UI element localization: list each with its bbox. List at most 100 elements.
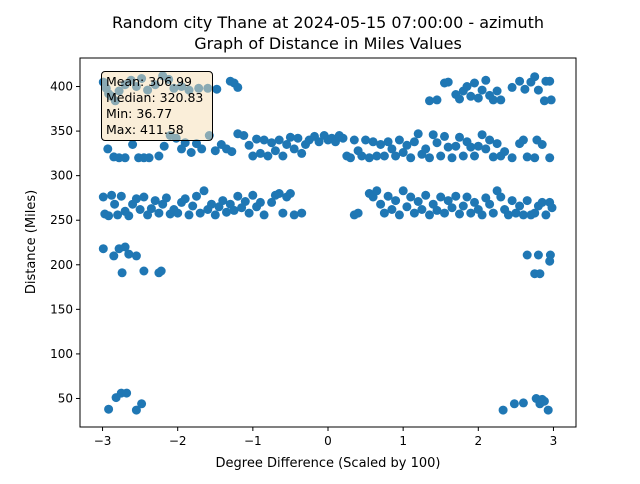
scatter-point: [470, 151, 479, 161]
scatter-point: [98, 192, 108, 202]
x-tick-label: −3: [94, 434, 112, 448]
scatter-point: [402, 202, 412, 212]
scatter-point: [207, 199, 216, 209]
scatter-point: [539, 396, 549, 406]
chart-subtitle: Graph of Distance in Miles Values: [194, 34, 462, 53]
scatter-point: [186, 148, 196, 157]
scatter-point: [546, 95, 556, 105]
scatter-point: [124, 211, 134, 221]
stats-max: Max: 411.58: [106, 122, 184, 137]
scatter-point: [443, 142, 453, 152]
scatter-point: [372, 186, 382, 196]
y-axis-ticks: 50 100 150 200 250 300 350 400: [50, 80, 80, 405]
scatter-point: [184, 210, 194, 220]
scatter-point: [259, 210, 269, 220]
y-tick-label: 150: [50, 302, 73, 316]
scatter-point: [541, 210, 551, 220]
scatter-point: [402, 140, 412, 150]
scatter-point: [120, 242, 130, 252]
scatter-point: [199, 186, 209, 196]
scatter-point: [314, 137, 324, 147]
scatter-point: [379, 151, 389, 161]
scatter-point: [421, 190, 431, 200]
scatter-point: [131, 405, 141, 415]
scatter-point: [144, 153, 154, 163]
scatter-point: [278, 151, 288, 161]
scatter-point: [357, 151, 367, 161]
scatter-point: [338, 133, 348, 143]
scatter-point: [492, 139, 502, 149]
scatter-point: [285, 189, 295, 198]
scatter-point: [481, 144, 491, 154]
scatter-point: [537, 140, 547, 149]
scatter-point: [349, 135, 359, 145]
scatter-point: [466, 91, 476, 101]
scatter-point: [458, 201, 468, 211]
scatter-point: [282, 140, 292, 149]
scatter-point: [376, 199, 386, 209]
scatter-point: [533, 250, 543, 260]
scatter-point: [113, 210, 123, 220]
scatter-point: [387, 205, 397, 214]
scatter-point: [539, 96, 549, 106]
scatter-point: [285, 132, 295, 142]
scatter-point: [451, 191, 461, 201]
x-tick-label: 3: [550, 434, 558, 448]
scatter-point: [470, 78, 479, 88]
scatter-point: [447, 203, 457, 213]
scatter-point: [488, 152, 498, 162]
scatter-point: [518, 210, 528, 220]
scatter-point: [278, 208, 288, 218]
y-axis-label: Distance (Miles): [24, 190, 39, 294]
scatter-point: [104, 211, 114, 221]
scatter-point: [387, 144, 397, 154]
scatter-point: [346, 153, 355, 163]
scatter-point: [244, 140, 254, 150]
stats-min: Min: 36.77: [106, 106, 173, 121]
scatter-point: [139, 192, 149, 202]
x-tick-label: 2: [474, 434, 482, 448]
scatter-point: [509, 399, 519, 409]
scatter-point: [267, 138, 277, 148]
scatter-point: [432, 205, 442, 215]
scatter-point: [161, 193, 171, 203]
scatter-point: [372, 151, 382, 161]
scatter-point: [104, 404, 114, 414]
scatter-point: [135, 205, 145, 214]
scatter-point: [240, 197, 250, 206]
scatter-point: [361, 135, 371, 145]
scatter-point: [455, 132, 464, 142]
scatter-point: [413, 129, 423, 139]
scatter-point: [533, 85, 543, 95]
scatter-point: [107, 190, 117, 200]
scatter-point: [103, 144, 113, 154]
scatter-point: [297, 148, 307, 158]
scatter-point: [432, 95, 442, 105]
y-tick-label: 400: [50, 80, 73, 94]
scatter-point: [255, 197, 265, 207]
scatter-point: [222, 207, 231, 217]
scatter-point: [455, 209, 464, 219]
scatter-point: [391, 196, 401, 206]
scatter-point: [488, 95, 498, 105]
scatter-point: [212, 84, 222, 94]
scatter-point: [398, 186, 408, 196]
scatter-point: [417, 205, 427, 214]
scatter-point: [128, 140, 138, 149]
scatter-point: [440, 131, 449, 141]
scatter-point: [146, 204, 156, 214]
scatter-point: [98, 244, 108, 254]
scatter-point: [270, 146, 280, 156]
scatter-point: [110, 199, 120, 209]
stats-legend-box: Mean: 306.99 Median: 320.83 Min: 36.77 M…: [101, 71, 213, 141]
y-tick-label: 350: [50, 124, 73, 138]
scatter-point: [368, 137, 378, 147]
scatter-point: [117, 268, 127, 278]
y-tick-label: 200: [50, 258, 73, 272]
scatter-point: [150, 196, 160, 206]
scatter-point: [259, 135, 269, 145]
scatter-point: [462, 192, 472, 202]
scatter-point: [500, 147, 510, 157]
scatter-point: [131, 251, 141, 261]
